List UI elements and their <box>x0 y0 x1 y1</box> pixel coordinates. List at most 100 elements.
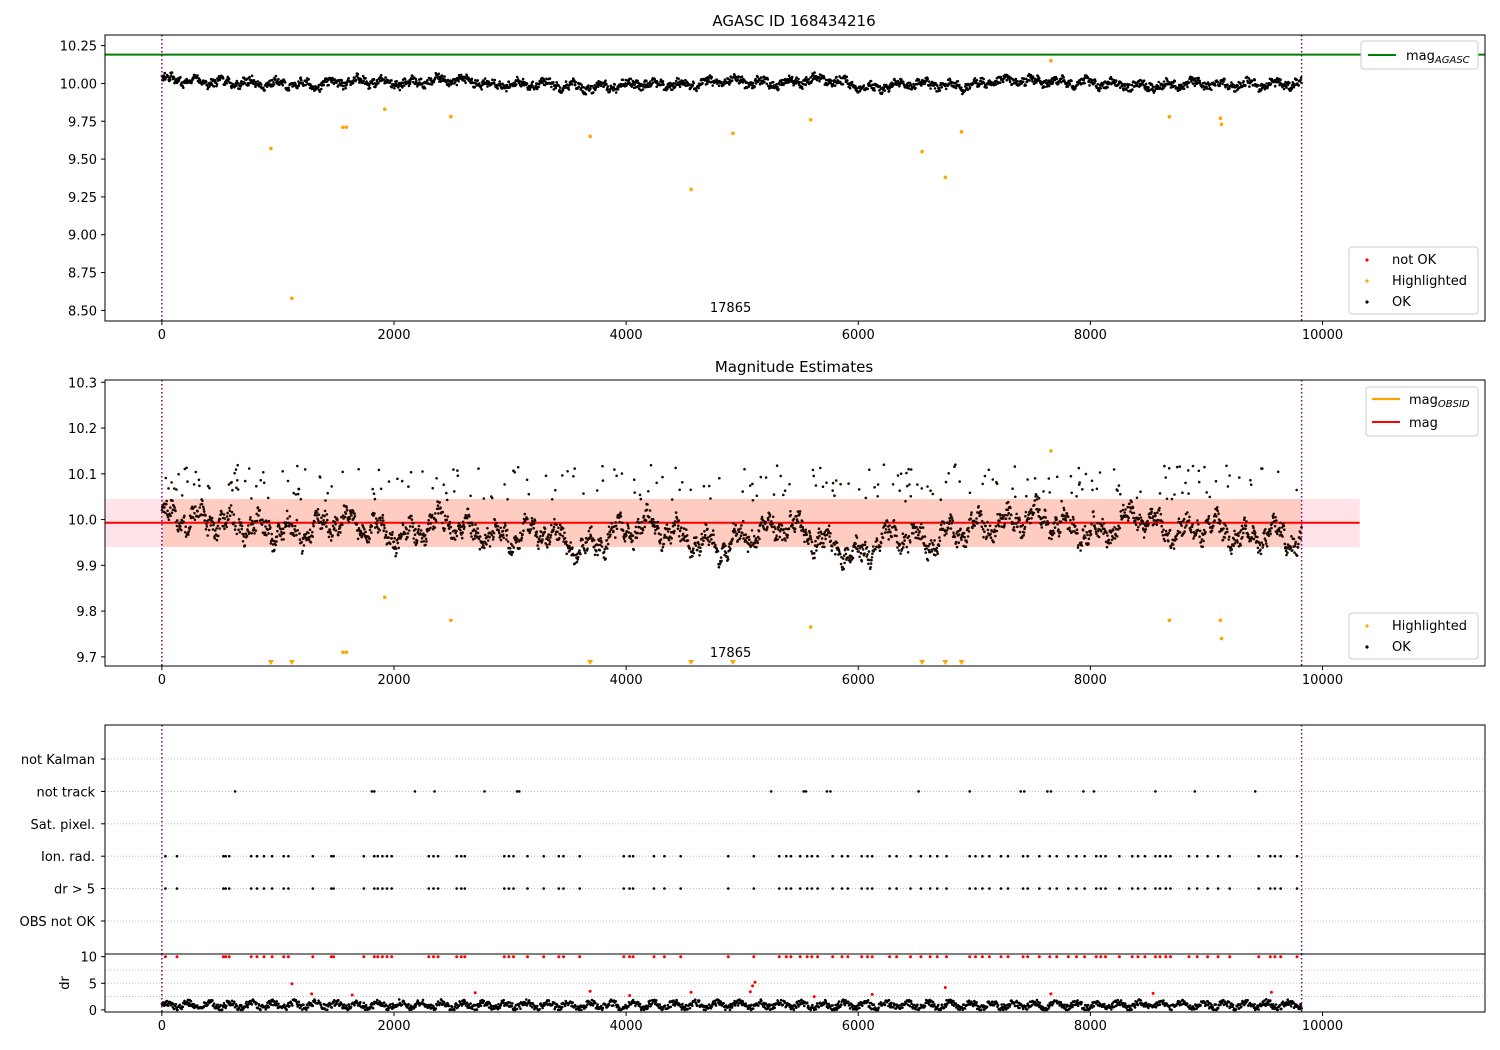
ok-point <box>1252 537 1256 541</box>
ok-point <box>939 523 943 527</box>
ok-point <box>647 490 650 493</box>
ok-point <box>525 82 529 85</box>
ok-point <box>1295 554 1299 557</box>
ok-point <box>414 527 417 531</box>
ok-point <box>538 537 541 541</box>
ok-point <box>286 517 289 520</box>
ok-point <box>963 535 966 539</box>
ok-point <box>559 533 562 537</box>
ok-point <box>412 521 415 525</box>
ok-point <box>421 470 424 473</box>
ok-point <box>825 533 829 537</box>
ok-point <box>272 81 275 84</box>
ok-point <box>1233 542 1237 545</box>
ok-point <box>602 550 606 554</box>
ok-point <box>269 526 272 529</box>
ok-point <box>912 532 915 535</box>
ok-point <box>1037 496 1041 500</box>
ok-point <box>1276 470 1280 474</box>
ok-point <box>1256 84 1260 87</box>
ok-point <box>372 77 376 81</box>
ok-point <box>225 521 228 524</box>
ok-point <box>1153 89 1157 92</box>
ok-point <box>638 493 642 497</box>
ok-point <box>1279 78 1282 81</box>
ok-point <box>607 525 611 529</box>
ok-point <box>1286 551 1289 554</box>
ok-point <box>1042 490 1045 493</box>
ok-point <box>966 88 969 91</box>
ok-point <box>179 525 182 528</box>
ok-point <box>477 467 480 470</box>
ok-point <box>445 491 448 495</box>
ok-point <box>923 82 927 86</box>
ok-point <box>1178 465 1182 468</box>
ok-point <box>202 508 206 511</box>
ok-point <box>382 523 386 527</box>
highlighted-point <box>1219 122 1224 127</box>
ok-point <box>300 552 304 555</box>
ok-point <box>1183 83 1186 87</box>
ok-point <box>172 76 176 80</box>
ok-point <box>232 513 236 516</box>
ok-point <box>1264 528 1267 531</box>
highlighted-point <box>449 618 453 623</box>
ok-point <box>343 515 347 519</box>
ok-point <box>692 551 696 555</box>
ok-point <box>604 557 607 560</box>
ok-point <box>337 84 340 87</box>
ok-point <box>357 527 361 530</box>
ok-point <box>741 519 745 523</box>
ok-point <box>1003 524 1006 528</box>
ok-point <box>1015 512 1018 516</box>
ok-point <box>810 540 814 544</box>
ok-point <box>639 497 643 501</box>
ok-point <box>953 465 956 469</box>
ok-point <box>614 536 617 539</box>
ok-point <box>1269 82 1273 85</box>
ok-point <box>882 463 886 467</box>
ok-point <box>169 514 172 518</box>
ok-point <box>256 506 260 509</box>
ok-point <box>230 480 233 484</box>
ok-point <box>292 491 296 495</box>
ok-point <box>1162 80 1166 83</box>
ok-point <box>384 76 387 79</box>
ok-point <box>762 75 766 78</box>
ok-point <box>340 81 344 84</box>
ok-point <box>957 541 961 544</box>
ok-point <box>408 82 412 86</box>
ok-point <box>887 528 891 531</box>
ok-point <box>1285 553 1288 557</box>
ok-point <box>275 540 278 543</box>
ok-point <box>393 87 396 90</box>
ok-point <box>921 535 924 538</box>
ok-point <box>1188 515 1191 519</box>
ok-point <box>887 89 891 93</box>
ok-point <box>326 518 329 522</box>
ok-point <box>1013 529 1016 532</box>
ok-point <box>1017 520 1020 524</box>
ok-point <box>1169 546 1173 550</box>
ok-point <box>317 519 320 522</box>
ok-point <box>390 79 393 82</box>
ok-point <box>756 535 760 539</box>
ok-point <box>672 521 675 525</box>
ok-point <box>591 85 594 88</box>
ok-point <box>1066 85 1070 88</box>
ok-point <box>1249 483 1253 487</box>
ok-point <box>1233 529 1236 533</box>
ok-point <box>338 526 342 529</box>
ok-point <box>1261 546 1264 549</box>
ok-point <box>984 524 987 528</box>
ok-point <box>1053 526 1057 529</box>
ok-point <box>1165 497 1169 501</box>
ok-point <box>742 537 745 540</box>
ok-point <box>1018 516 1021 520</box>
ok-point <box>521 77 525 81</box>
ok-point <box>589 535 593 538</box>
ok-point <box>834 479 838 482</box>
ok-point <box>229 81 232 85</box>
ok-point <box>1156 518 1160 522</box>
ok-point <box>827 530 830 533</box>
